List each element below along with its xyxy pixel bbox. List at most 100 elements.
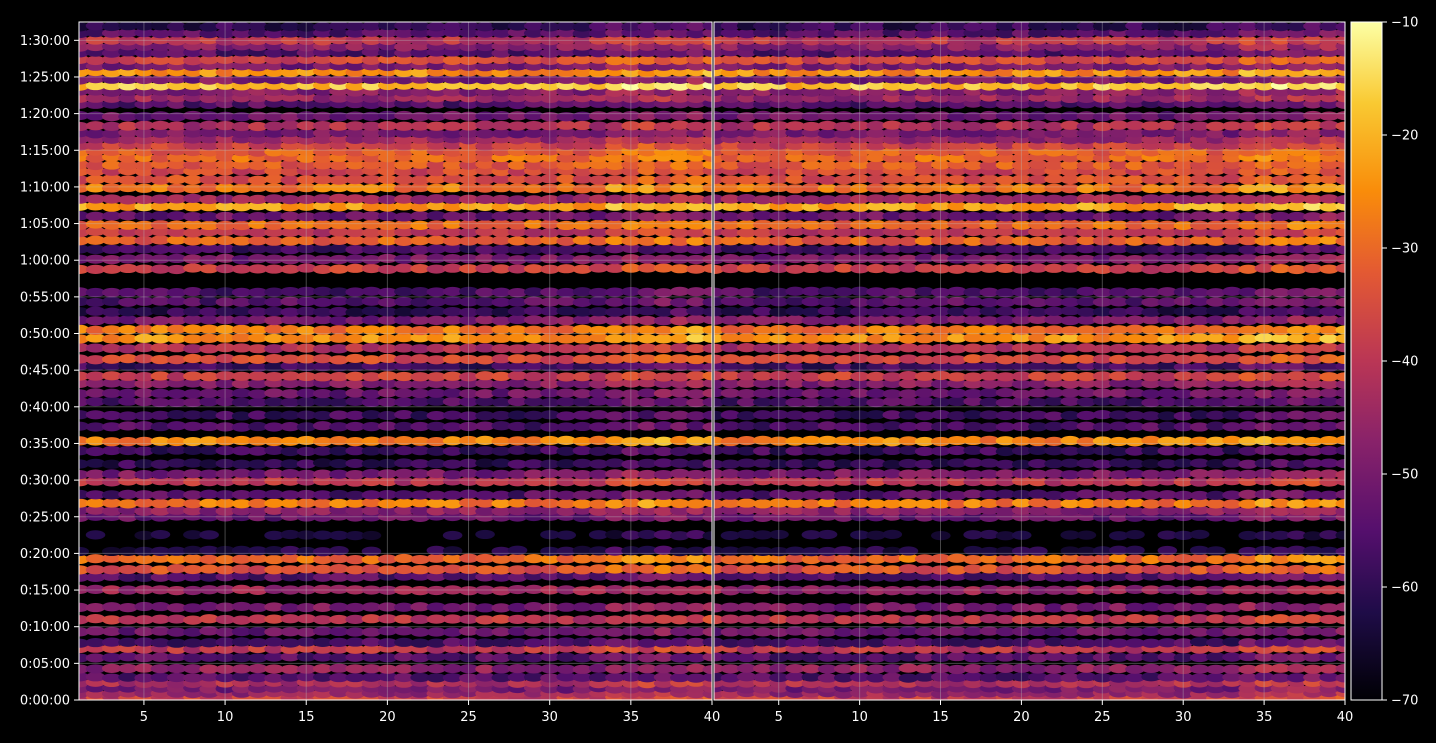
heatmap-cell [670, 546, 690, 557]
heatmap-cell [686, 499, 706, 509]
heatmap-cell [118, 361, 138, 371]
heatmap-cell [150, 201, 171, 211]
heatmap-cell [166, 362, 187, 372]
heatmap-cell [329, 458, 349, 469]
heatmap-cell [1286, 564, 1307, 575]
heatmap-cell [572, 297, 593, 307]
heatmap-cell [653, 219, 674, 229]
heatmap-cell [621, 128, 641, 138]
heatmap-cell [231, 343, 252, 353]
heatmap-cell [785, 637, 805, 648]
heatmap-cell [995, 372, 1016, 382]
heatmap-cell [556, 530, 577, 540]
heatmap-cell [556, 325, 577, 335]
heatmap-cell [410, 498, 430, 508]
heatmap-cell [199, 361, 219, 372]
heatmap-cell [1286, 446, 1307, 456]
heatmap-cell [702, 362, 712, 372]
heatmap-cell [248, 201, 268, 211]
heatmap-cell [588, 54, 609, 64]
heatmap-cell [312, 362, 333, 372]
heatmap-cell [1335, 307, 1345, 317]
heatmap-cell [491, 160, 512, 171]
heatmap-cell [118, 244, 138, 254]
heatmap-cell [605, 307, 625, 317]
heatmap-cell [426, 220, 447, 230]
heatmap-cell [507, 445, 528, 455]
heatmap-cell [296, 194, 317, 204]
heatmap-cell [572, 243, 593, 254]
heatmap-cell [753, 571, 773, 582]
heatmap-cell [150, 652, 171, 662]
heatmap-cell [833, 652, 854, 662]
heatmap-cell [345, 470, 366, 480]
heatmap-cell [166, 572, 187, 582]
heatmap-cell [882, 421, 903, 431]
heatmap-cell [605, 638, 625, 648]
heatmap-cell [312, 372, 333, 382]
heatmap-cell [572, 627, 593, 637]
heatmap-cell [264, 397, 284, 407]
heatmap-cell [312, 664, 333, 674]
heatmap-cell [459, 553, 479, 563]
heatmap-cell [720, 371, 741, 381]
heatmap-cell [1173, 436, 1194, 446]
heatmap-cell [1011, 546, 1032, 556]
heatmap-cell [995, 565, 1016, 575]
heatmap-cell [914, 355, 935, 365]
heatmap-cell [637, 334, 658, 344]
heatmap-cell [637, 28, 658, 39]
heatmap-cell [150, 194, 171, 204]
heatmap-cell [231, 183, 252, 193]
heatmap-cell [1028, 194, 1048, 204]
heatmap-cell [199, 638, 219, 648]
heatmap-cell [979, 361, 1000, 371]
heatmap-cell [1238, 571, 1259, 582]
heatmap-cell [345, 396, 366, 406]
heatmap-cell [1173, 263, 1194, 273]
heatmap-cell [296, 388, 317, 398]
heatmap-cell [605, 263, 625, 273]
heatmap-cell [1125, 212, 1145, 222]
heatmap-cell [931, 421, 951, 432]
heatmap-cell [199, 182, 219, 193]
heatmap-cell [1060, 297, 1081, 307]
heatmap-cell [280, 506, 301, 516]
heatmap-cell [101, 74, 122, 84]
heatmap-cell [459, 586, 479, 596]
heatmap-cell [1254, 212, 1275, 222]
heatmap-cell [264, 166, 284, 176]
heatmap-cell [345, 183, 366, 193]
heatmap-cell [264, 220, 284, 230]
heatmap-cell [1076, 572, 1097, 582]
heatmap-cell [1157, 411, 1178, 421]
heatmap-cell [1335, 354, 1345, 365]
heatmap-cell [1076, 663, 1097, 673]
heatmap-cell [296, 422, 317, 432]
heatmap-cell [686, 48, 706, 58]
heatmap-cell [101, 343, 122, 353]
heatmap-cell [345, 121, 366, 131]
heatmap-cell [898, 389, 919, 399]
heatmap-cell [1173, 389, 1194, 399]
heatmap-cell [1141, 411, 1161, 421]
heatmap-cell [995, 306, 1016, 316]
heatmap-cell [947, 235, 967, 245]
heatmap-cell [101, 673, 122, 683]
heatmap-cell [118, 287, 138, 298]
heatmap-cell [394, 421, 414, 432]
heatmap-cell [85, 614, 106, 624]
heatmap-cell [588, 459, 609, 469]
heatmap-cell [1270, 236, 1291, 246]
heatmap-cell [475, 175, 495, 185]
heatmap-cell [442, 296, 463, 306]
heatmap-cell [1206, 673, 1226, 683]
heatmap-cell [769, 614, 789, 624]
heatmap-cell [714, 370, 725, 381]
heatmap-cell [394, 254, 414, 264]
heatmap-cell [361, 202, 382, 212]
heatmap-cell [801, 565, 822, 575]
heatmap-cell [670, 55, 690, 65]
heatmap-cell [702, 397, 712, 407]
heatmap-cell [231, 379, 252, 389]
